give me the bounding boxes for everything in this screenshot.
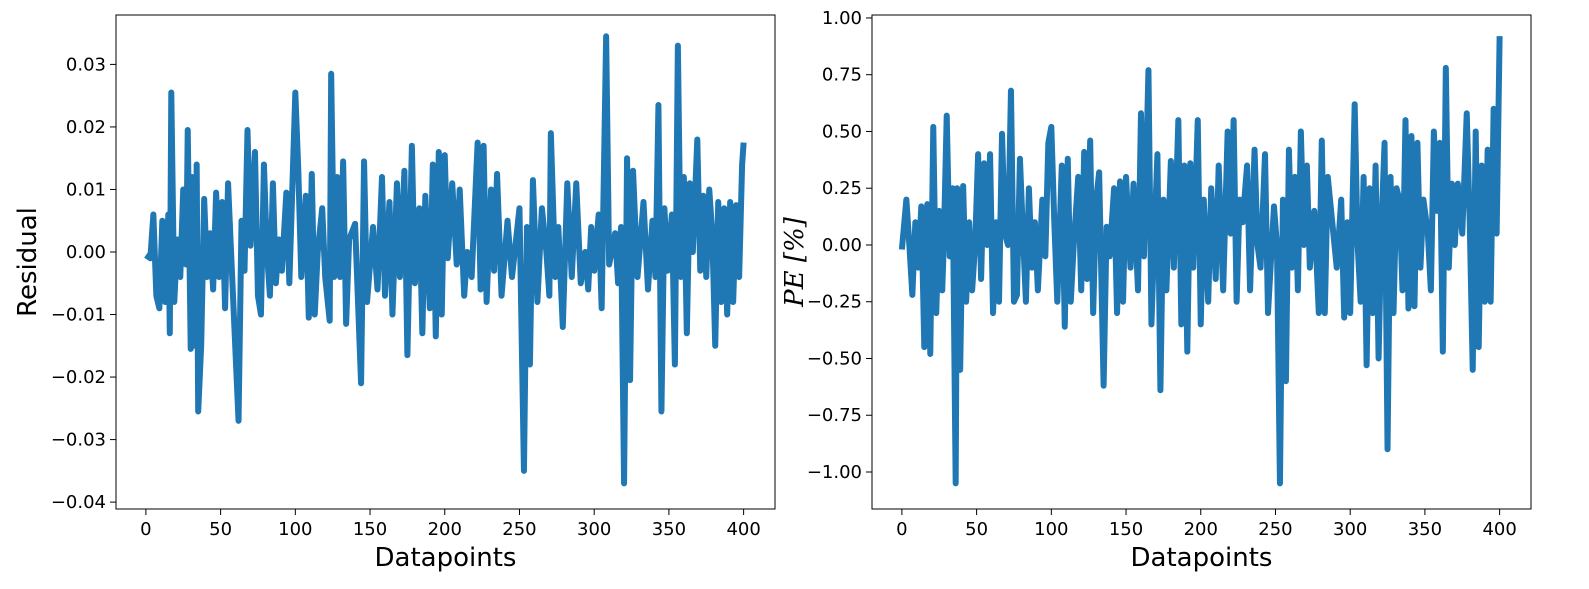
x-tick-label: 300 [1333, 519, 1367, 540]
x-tick-label: 350 [652, 519, 686, 540]
x-tick-label: 0 [140, 519, 151, 540]
x-tick-label: 350 [1408, 519, 1442, 540]
x-tick-label: 400 [726, 519, 760, 540]
x-tick-label: 300 [577, 519, 611, 540]
x-tick-label: 200 [428, 519, 462, 540]
x-tick-label: 150 [1109, 519, 1143, 540]
x-tick-label: 50 [965, 519, 988, 540]
x-tick-label: 100 [278, 519, 312, 540]
plot-frame [871, 14, 1532, 510]
y-tick-label: 0.02 [66, 117, 106, 138]
data-line [898, 36, 1503, 487]
x-tick-label: 100 [1034, 519, 1068, 540]
y-tick-label: −0.01 [51, 305, 106, 326]
y-tick-label: 0.50 [822, 121, 862, 142]
y-tick-label: −0.03 [51, 430, 106, 451]
x-tick-label: 250 [1258, 519, 1292, 540]
y-tick-label: 0.75 [822, 65, 862, 86]
x-axis-label: Datapoints [375, 543, 517, 573]
y-axis-label: PE [%] [780, 216, 810, 308]
x-tick-label: 200 [1184, 519, 1218, 540]
x-tick-label: 0 [896, 519, 907, 540]
x-tick-label: 50 [209, 519, 232, 540]
y-tick-label: −0.04 [51, 492, 106, 513]
plot-frame [115, 14, 776, 510]
y-tick-label: 0.00 [822, 235, 862, 256]
y-axis-label: Residual [13, 207, 43, 317]
x-tick-label: 400 [1482, 519, 1516, 540]
x-tick-label: 250 [502, 519, 536, 540]
y-tick-label: −0.50 [807, 348, 862, 369]
x-tick-label: 150 [353, 519, 387, 540]
y-tick-label: 1.00 [822, 8, 862, 29]
y-tick-label: −0.02 [51, 367, 106, 388]
data-line [144, 33, 747, 487]
y-tick-label: 0.01 [66, 179, 106, 200]
y-tick-label: −0.25 [807, 292, 862, 313]
y-tick-label: 0.25 [822, 178, 862, 199]
x-axis-label: Datapoints [1131, 543, 1273, 573]
y-tick-label: 0.00 [66, 242, 106, 263]
y-tick-label: 0.03 [66, 54, 106, 75]
y-tick-label: −0.75 [807, 405, 862, 426]
y-tick-label: −1.00 [807, 462, 862, 483]
